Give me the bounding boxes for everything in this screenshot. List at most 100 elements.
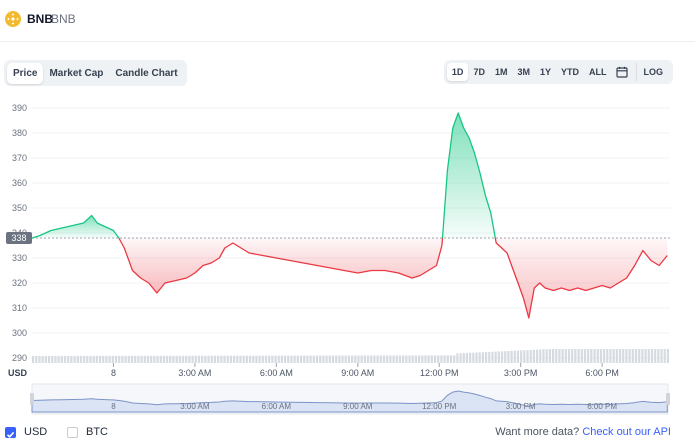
- volume-bar: [290, 355, 293, 363]
- volume-bar: [363, 355, 366, 363]
- tab-price[interactable]: Price: [7, 62, 44, 84]
- volume-bar: [344, 355, 347, 363]
- usd-label: USD: [24, 426, 48, 438]
- volume-bar: [446, 355, 449, 363]
- calendar-icon[interactable]: [612, 63, 632, 81]
- volume-bar: [609, 349, 612, 363]
- x-tick-label: 3:00 AM: [178, 368, 211, 378]
- range-ytd-button[interactable]: YTD: [561, 67, 579, 77]
- x-tick-label: 6:00 PM: [585, 368, 619, 378]
- volume-bar: [248, 355, 252, 363]
- volume-bar: [532, 349, 536, 363]
- range-1y-button[interactable]: 1Y: [539, 67, 551, 77]
- volume-bar: [373, 355, 376, 363]
- tab-candle-chart[interactable]: Candle Chart: [115, 67, 178, 79]
- y-tick-label: 370: [12, 153, 27, 163]
- volume-bar: [210, 355, 213, 363]
- volume-bar: [564, 349, 567, 363]
- baseline-badge: 338: [6, 232, 32, 244]
- tab-market-cap[interactable]: Market Cap: [49, 67, 104, 79]
- volume-bar: [427, 355, 430, 363]
- volume-bar: [424, 355, 427, 363]
- volume-bar: [520, 350, 523, 363]
- volume-bar: [370, 355, 373, 363]
- volume-bar: [382, 355, 386, 363]
- api-link[interactable]: Check out our API: [582, 426, 671, 438]
- volume-bar: [402, 355, 405, 363]
- volume-bar: [268, 355, 271, 363]
- x-axis: 8 3:00 AM 6:00 AM 9:00 AM 12:00 PM 3:00 PM 6:0…: [111, 363, 619, 378]
- volume-bar: [98, 355, 102, 363]
- baseline-value-label: 338: [11, 233, 26, 243]
- range-1d-button[interactable]: 1D: [446, 63, 469, 81]
- volume-bar: [411, 355, 414, 363]
- volume-bar: [590, 349, 593, 363]
- volume-bar: [625, 349, 628, 363]
- volume-bar: [542, 349, 545, 363]
- area-below-baseline: [495, 238, 668, 318]
- volume-bar: [462, 353, 465, 363]
- x-tick-label: 8: [111, 368, 116, 378]
- volume-bar: [32, 356, 35, 363]
- range-1m-button[interactable]: 1M: [494, 67, 508, 77]
- volume-bar: [271, 355, 274, 363]
- volume-bar: [516, 350, 520, 363]
- log-scale-toggle[interactable]: LOG: [635, 63, 671, 81]
- range-all-button[interactable]: ALL: [589, 67, 607, 77]
- volume-bar: [83, 355, 86, 363]
- volume-bar: [137, 355, 140, 363]
- volume-bar: [207, 355, 210, 363]
- volume-bar: [201, 355, 204, 363]
- volume-bar: [539, 349, 542, 363]
- volume-bar: [114, 355, 118, 363]
- volume-bar: [478, 352, 481, 363]
- usd-checkbox[interactable]: [5, 427, 16, 438]
- volume-bar: [287, 355, 290, 363]
- range-7d-button[interactable]: 7D: [473, 67, 485, 77]
- volume-bar: [153, 355, 156, 363]
- volume-bar: [657, 349, 660, 363]
- volume-bar: [459, 353, 462, 363]
- volume-bar: [571, 349, 574, 363]
- volume-bar: [583, 349, 587, 363]
- volume-bar: [481, 352, 484, 363]
- volume-bar: [437, 355, 440, 363]
- volume-bar: [663, 349, 666, 363]
- volume-bar: [95, 355, 98, 363]
- volume-bar: [395, 355, 398, 363]
- range-3m-button[interactable]: 3M: [517, 67, 530, 77]
- volume-bar: [143, 355, 146, 363]
- volume-bar: [555, 349, 558, 363]
- y-tick-label: 320: [12, 278, 27, 288]
- volume-bar: [580, 349, 583, 363]
- volume-bar: [242, 355, 245, 363]
- volume-bar: [631, 349, 634, 363]
- volume-bar: [335, 355, 338, 363]
- volume-bar: [312, 355, 315, 363]
- volume-bar: [638, 349, 641, 363]
- volume-bar: [232, 355, 236, 363]
- volume-bar: [130, 355, 134, 363]
- range-navigator[interactable]: 8 3:00 AM 6:00 AM 9:00 AM 12:00 PM 3:00 PM 6:0…: [30, 383, 670, 415]
- volume-bar: [102, 355, 105, 363]
- y-unit-label: USD: [8, 368, 28, 378]
- volume-bar: [548, 349, 551, 363]
- volume-bar: [443, 355, 446, 363]
- volume-bar: [510, 350, 513, 363]
- volume-bar: [386, 355, 389, 363]
- chart-type-tabs: Price Market Cap Candle Chart: [4, 60, 187, 86]
- api-promo-text: Want more data?: [495, 426, 580, 438]
- volume-bar: [574, 349, 577, 363]
- btc-checkbox[interactable]: [67, 427, 78, 438]
- y-tick-label: 350: [12, 203, 27, 213]
- volume-bar: [328, 355, 331, 363]
- price-chart[interactable]: 390380370360350340330320310300290 338 US…: [0, 95, 695, 420]
- volume-bar: [181, 355, 185, 363]
- volume-bar: [70, 355, 73, 363]
- volume-bar: [389, 355, 392, 363]
- navigator-tick-label: 12:00 PM: [422, 402, 457, 411]
- api-promo: Want more data? Check out our API: [495, 426, 671, 438]
- y-tick-label: 310: [12, 303, 27, 313]
- volume-bar: [500, 351, 504, 363]
- volume-bar: [220, 355, 223, 363]
